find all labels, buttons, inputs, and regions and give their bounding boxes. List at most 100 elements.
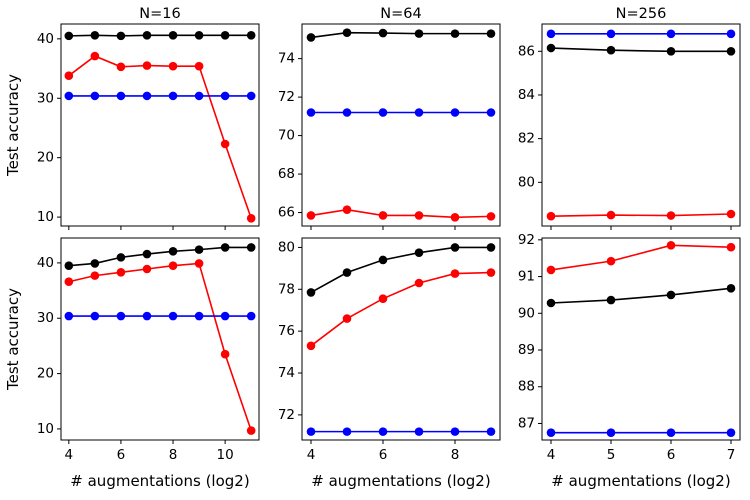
y-tick-label: 10 [37, 209, 54, 225]
data-point [116, 31, 126, 41]
data-point [726, 284, 736, 293]
x-tick-label: 4 [65, 447, 74, 463]
subplot-title: N=256 [616, 6, 667, 22]
y-tick-label: 72 [278, 407, 295, 423]
y-tick-label: 82 [518, 131, 535, 147]
data-point [666, 47, 676, 56]
data-point [64, 311, 74, 321]
data-point [306, 427, 316, 436]
data-point [168, 261, 178, 270]
y-tick-label: 10 [37, 421, 54, 437]
data-point [194, 91, 204, 101]
data-point [378, 28, 388, 38]
x-tick-label: 6 [667, 447, 676, 463]
series-line [550, 287, 732, 304]
data-point [306, 211, 316, 220]
y-tick-label: 40 [37, 255, 54, 271]
data-point [378, 294, 388, 304]
data-point [666, 290, 676, 300]
data-point [90, 271, 100, 280]
subplot-5: 72 74 76 78 80 4 6 8 # augmentations (log2) [278, 237, 501, 490]
x-tick-label: 7 [727, 447, 736, 463]
x-axis-label: # augmentations (log2) [551, 472, 730, 490]
axes-frame [541, 237, 741, 441]
series-line [68, 262, 252, 431]
data-point [90, 91, 100, 101]
data-point [606, 29, 616, 39]
data-point [90, 30, 100, 40]
data-point [142, 30, 152, 40]
series-line [310, 31, 491, 39]
data-point [342, 28, 352, 37]
series-line [68, 34, 252, 37]
x-tick-label: 10 [217, 447, 234, 463]
data-point [450, 243, 460, 252]
y-tick-label: 72 [278, 89, 295, 105]
data-point [342, 205, 352, 214]
axes-frame [541, 23, 741, 227]
x-axis-label: # augmentations (log2) [311, 472, 490, 490]
data-point [220, 30, 230, 40]
data-point [246, 213, 256, 223]
subplot-2: 66 68 70 72 74 N=64 [278, 6, 501, 230]
series-line [68, 55, 252, 219]
y-tick-label: 87 [518, 415, 535, 431]
data-point [606, 295, 616, 305]
series-line [68, 246, 252, 267]
x-tick-label: 6 [117, 447, 126, 463]
data-point [168, 61, 178, 71]
data-point [220, 91, 230, 101]
data-point [306, 288, 316, 297]
data-point [378, 255, 388, 265]
data-point [450, 108, 460, 117]
data-point [450, 213, 460, 222]
data-point [342, 314, 352, 323]
data-point [486, 268, 496, 277]
data-point [414, 248, 424, 257]
data-point [306, 33, 316, 42]
data-point [116, 268, 126, 277]
data-point [342, 427, 352, 436]
x-tick-label: 4 [307, 447, 316, 463]
axes-frame [60, 237, 260, 441]
data-point [64, 91, 74, 101]
subplot-6: 87 88 89 90 91 92 4 5 6 7 # augmentations (log2) [518, 232, 741, 490]
data-point [486, 29, 496, 38]
data-point [64, 31, 74, 41]
data-point [666, 241, 676, 250]
data-point [414, 278, 424, 288]
subplot-4: 10 20 30 40 4 6 8 10 # augmentations (log2) Test … [4, 237, 260, 490]
y-tick-label: 30 [37, 310, 54, 326]
y-tick-label: 84 [518, 87, 535, 103]
data-point [726, 209, 736, 219]
data-point [220, 311, 230, 321]
data-point [666, 29, 676, 39]
data-point [666, 428, 676, 437]
data-point [546, 43, 556, 53]
data-point [90, 51, 100, 61]
data-point [546, 265, 556, 275]
data-point [666, 211, 676, 220]
data-point [168, 311, 178, 321]
data-point [168, 246, 178, 256]
data-point [220, 243, 230, 252]
data-point [726, 428, 736, 437]
data-point [246, 243, 256, 252]
y-tick-label: 91 [518, 269, 535, 285]
x-tick-label: 8 [169, 447, 178, 463]
y-tick-label: 86 [518, 43, 535, 59]
data-point [64, 71, 74, 80]
data-point [220, 139, 230, 149]
y-tick-label: 30 [37, 90, 54, 106]
data-point [220, 349, 230, 359]
axes-frame [301, 23, 501, 227]
data-point [142, 61, 152, 70]
data-point [450, 269, 460, 278]
data-point [306, 108, 316, 117]
subplot-3: 80 82 84 86 N=256 [518, 6, 741, 230]
y-tick-label: 20 [37, 150, 54, 166]
data-point [486, 212, 496, 221]
data-point [116, 253, 126, 262]
data-point [378, 211, 388, 220]
